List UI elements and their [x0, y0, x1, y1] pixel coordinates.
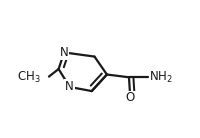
- Text: N: N: [60, 46, 68, 59]
- Text: N: N: [65, 80, 74, 93]
- Text: O: O: [126, 91, 135, 104]
- Text: NH$_2$: NH$_2$: [149, 70, 173, 85]
- Text: CH$_3$: CH$_3$: [17, 70, 41, 85]
